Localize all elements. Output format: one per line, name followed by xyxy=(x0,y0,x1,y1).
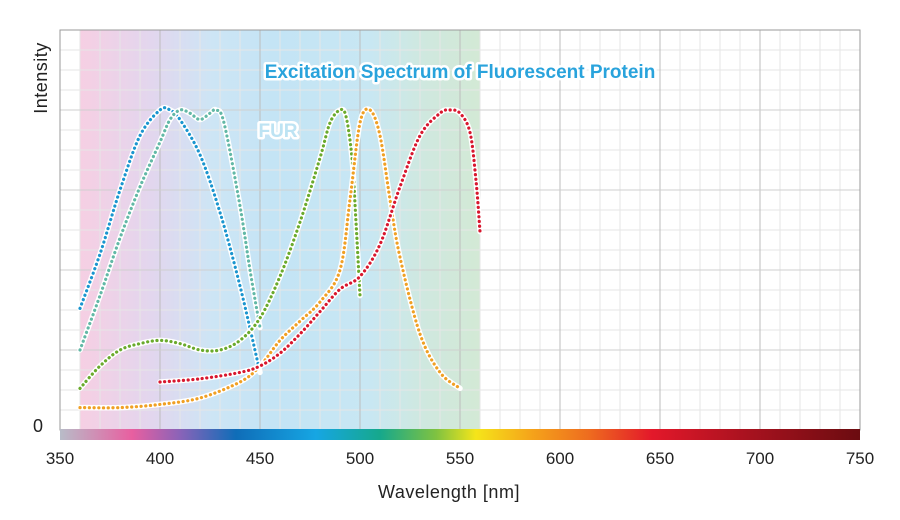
x-tick-label: 750 xyxy=(846,449,874,468)
x-axis-label: Wavelength [nm] xyxy=(378,482,520,502)
series-red-line xyxy=(158,108,482,384)
y-zero-label: 0 xyxy=(33,416,43,436)
series-orange-line xyxy=(78,107,462,410)
x-tick-label: 400 xyxy=(146,449,174,468)
wavelength-color-bar xyxy=(60,429,860,440)
chart-title: Excitation Spectrum of Fluorescent Prote… xyxy=(265,62,656,83)
x-tick-labels: 350 400 450 500 550 600 650 700 750 xyxy=(46,449,874,468)
series-teal-line xyxy=(78,108,262,352)
x-tick-label: 650 xyxy=(646,449,674,468)
x-tick-label: 700 xyxy=(746,449,774,468)
spectrum-curves xyxy=(77,104,483,411)
x-tick-label: 450 xyxy=(246,449,274,468)
fur-annotation: FUR xyxy=(258,121,297,142)
x-tick-label: 500 xyxy=(346,449,374,468)
series-green-line xyxy=(78,107,362,390)
y-axis-label: Intensity xyxy=(31,42,51,114)
x-tick-label: 350 xyxy=(46,449,74,468)
x-tick-label: 550 xyxy=(446,449,474,468)
series-blue-line xyxy=(78,106,262,374)
x-tick-label: 600 xyxy=(546,449,574,468)
